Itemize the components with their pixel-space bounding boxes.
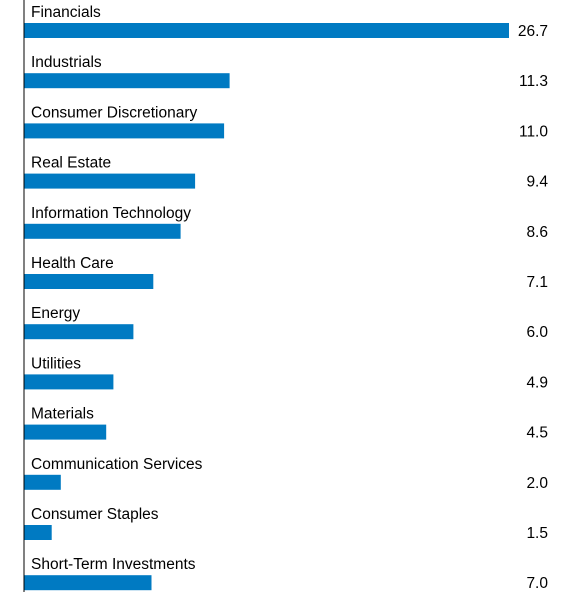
bar-row: Financials 26.7 — [24, 4, 548, 40]
bar-row: Consumer Discretionary 11.0 — [24, 104, 548, 140]
value-label: 1.5 — [526, 525, 548, 542]
value-label: 6.0 — [526, 324, 548, 341]
category-label: Consumer Staples — [31, 506, 159, 523]
bar — [24, 474, 61, 490]
category-label: Short-Term Investments — [31, 556, 196, 573]
bar — [24, 23, 509, 38]
bar — [24, 374, 114, 390]
category-label: Financials — [31, 4, 101, 21]
category-label: Health Care — [31, 255, 114, 272]
value-label: 7.0 — [526, 575, 548, 592]
bar-row: Real Estate 9.4 — [24, 155, 548, 191]
bar — [24, 274, 154, 289]
bar — [24, 424, 107, 440]
category-label: Industrials — [31, 54, 102, 71]
category-label: Information Technology — [31, 205, 191, 222]
value-label: 4.5 — [526, 425, 548, 442]
value-label: 4.9 — [526, 374, 548, 391]
value-label: 11.0 — [519, 123, 548, 140]
category-label: Real Estate — [31, 155, 111, 172]
bar — [24, 73, 230, 89]
value-label: 8.6 — [526, 224, 548, 241]
bar-row: Materials 4.5 — [24, 406, 548, 442]
bar — [24, 123, 225, 139]
value-label: 2.0 — [526, 475, 548, 492]
bar-row: Health Care 7.1 — [24, 255, 548, 291]
category-label: Materials — [31, 406, 94, 423]
category-label: Communication Services — [31, 456, 203, 473]
bar-row: Communication Services 2.0 — [24, 456, 548, 492]
bar — [24, 324, 134, 340]
chart-rows: Financials 26.7 Industrials 11.3 Consumer Di… — [24, 4, 548, 592]
bar-row: Consumer Staples 1.5 — [24, 506, 548, 542]
bar-row: Utilities 4.9 — [24, 355, 548, 391]
bar-row: Energy 6.0 — [24, 305, 548, 341]
value-label: 26.7 — [518, 23, 548, 40]
bar-row: Short-Term Investments 7.0 — [24, 556, 548, 592]
value-label: 9.4 — [526, 174, 548, 191]
bar-row: Industrials 11.3 — [24, 54, 548, 90]
category-label: Consumer Discretionary — [31, 104, 197, 121]
bar-row: Information Technology 8.6 — [24, 205, 548, 241]
value-label: 7.1 — [526, 274, 548, 291]
bar — [24, 525, 52, 540]
value-label: 11.3 — [519, 73, 548, 90]
bar — [24, 223, 181, 239]
category-label: Energy — [31, 305, 80, 322]
category-label: Utilities — [31, 355, 81, 372]
bar — [24, 575, 152, 591]
bar — [24, 173, 196, 189]
